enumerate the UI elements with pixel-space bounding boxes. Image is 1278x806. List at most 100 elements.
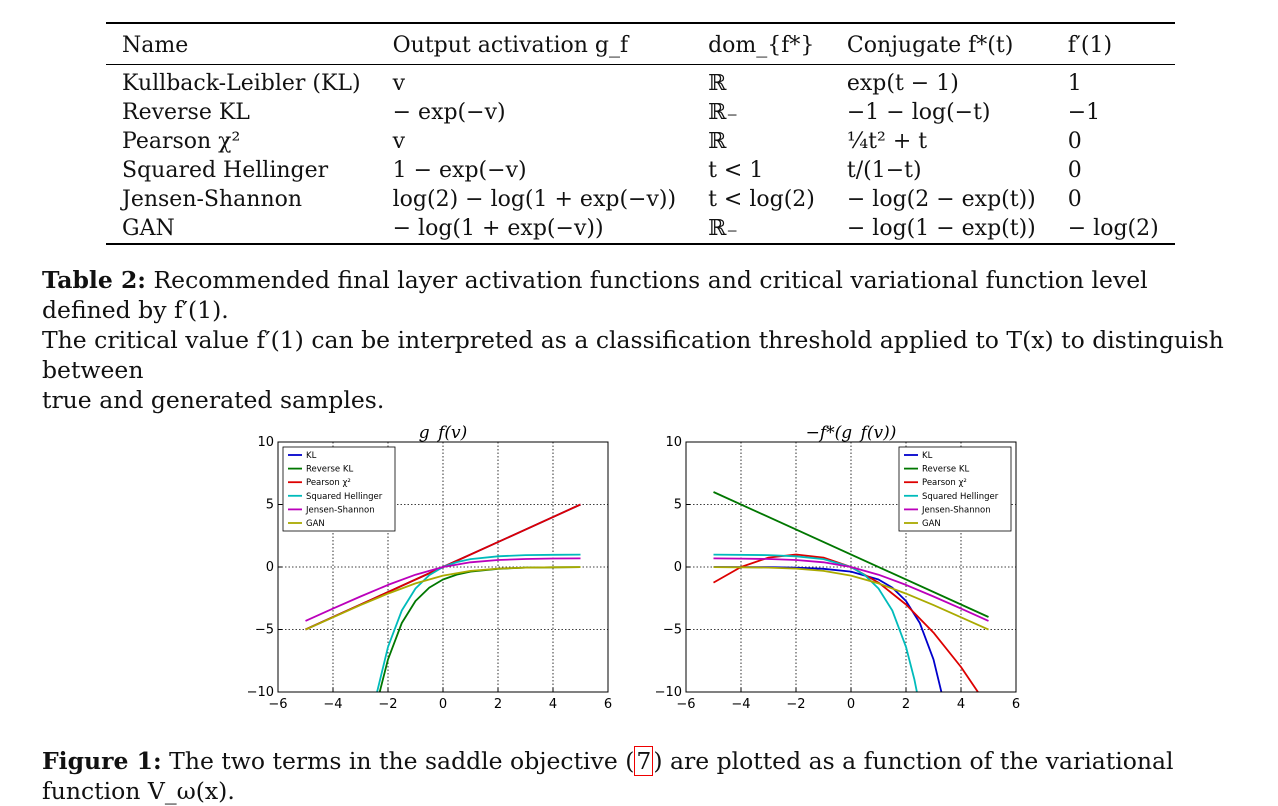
- table-cell: − log(1 + exp(−v)): [376, 214, 693, 245]
- figure-caption-text-before: The two terms in the saddle objective (: [169, 747, 635, 775]
- table-row: Squared Hellinger 1 − exp(−v) t < 1 t/(1…: [106, 156, 1175, 185]
- legend-label: Pearson χ²: [306, 478, 351, 488]
- table-cell: t < 1: [708, 158, 764, 183]
- table-cell: 0: [1067, 129, 1082, 154]
- y-tick-label: 0: [266, 560, 274, 575]
- x-tick-label: 0: [847, 697, 855, 712]
- figure-caption-label: Figure 1:: [42, 747, 162, 775]
- table-cell: 1 − exp(−v): [392, 158, 527, 183]
- table-cell: 0: [1067, 187, 1082, 212]
- table-cell: t/(1−t): [846, 158, 922, 183]
- table-row: GAN − log(1 + exp(−v)) ℝ₋ − log(1 − exp(…: [106, 214, 1175, 245]
- legend-label: GAN: [306, 519, 325, 529]
- series-line-jensen-shannon: [713, 557, 989, 622]
- series-line-kl: [713, 566, 943, 692]
- x-tick-label: −4: [323, 697, 342, 712]
- series-line-squared-hellinger: [713, 553, 918, 692]
- y-tick-label: 5: [266, 498, 274, 513]
- legend-label: GAN: [922, 519, 941, 529]
- table-cell: − exp(−v): [392, 100, 506, 125]
- x-tick-label: −4: [731, 697, 750, 712]
- y-tick-label: 10: [665, 435, 682, 450]
- chart-conjugate: −f*(g_f(v)) −6 −4 −2 0 2 4 6 10 5 0 −5 −10 KL Reverse …: [655, 423, 1021, 712]
- chart-activation: g_f(v) −6 −4 −2 0 2 4 6 10 5 0 −5 −10 KL Reverse KL Pea…: [247, 423, 613, 712]
- table-cell: ℝ: [708, 129, 727, 154]
- y-tick-label: 0: [674, 560, 682, 575]
- x-tick-label: 0: [439, 697, 447, 712]
- figure-caption-text-after: ) are plotted as a function of the varia…: [42, 747, 1174, 805]
- table-cell: ¼t² + t: [846, 129, 928, 154]
- y-tick-label: 5: [674, 498, 682, 513]
- header-name: Name: [106, 22, 377, 65]
- legend: KL Reverse KL Pearson χ² Squared Hellinger J…: [282, 446, 396, 532]
- header-conjugate: Conjugate f*(t): [830, 22, 1052, 65]
- series-line-reverse-kl: [713, 491, 989, 618]
- x-tick-label: 6: [604, 697, 612, 712]
- legend-label: Pearson χ²: [922, 478, 967, 488]
- legend-box: [898, 446, 1012, 532]
- table-cell: exp(t − 1): [846, 71, 959, 96]
- table-cell: Squared Hellinger: [122, 158, 329, 183]
- table-cell: Jensen-Shannon: [122, 187, 303, 212]
- table-caption-line2: The critical value f′(1) can be interpre…: [42, 326, 1224, 384]
- table-cell: 1: [1067, 71, 1082, 96]
- y-tick-label: −5: [255, 623, 274, 638]
- x-tick-label: 2: [902, 697, 910, 712]
- series-line-squared-hellinger: [376, 553, 581, 692]
- table-cell: ℝ₋: [692, 214, 831, 245]
- series-line-gan: [305, 566, 581, 631]
- legend-label: Reverse KL: [306, 465, 353, 475]
- y-tick-label: −10: [247, 685, 274, 700]
- table-cell: t < log(2): [708, 187, 815, 212]
- chart-title: −f*(g_f(v)): [806, 423, 897, 443]
- table-cell: −1: [1067, 100, 1101, 125]
- table-cell: − log(2 − exp(t)): [846, 187, 1036, 212]
- x-tick-label: 2: [494, 697, 502, 712]
- header-domain: dom_{f*}: [692, 22, 831, 65]
- legend: KL Reverse KL Pearson χ² Squared Hellinger J…: [898, 446, 1012, 532]
- table-caption-line1: Recommended final layer activation funct…: [42, 266, 1148, 324]
- legend-label: Reverse KL: [922, 465, 969, 475]
- series-line-gan: [713, 566, 989, 631]
- divergence-table: Name Output activation g_f dom_{f*} Conj…: [106, 22, 1175, 245]
- x-tick-label: −2: [378, 697, 397, 712]
- table-cell: 0: [1067, 158, 1082, 183]
- figure-caption: Figure 1: The two terms in the saddle ob…: [42, 746, 1242, 806]
- legend-box: [282, 446, 396, 532]
- table-row: Pearson χ² v ℝ ¼t² + t 0: [106, 127, 1175, 156]
- table-cell: GAN: [106, 214, 377, 245]
- x-tick-label: 6: [1012, 697, 1020, 712]
- x-tick-label: 4: [549, 697, 557, 712]
- y-tick-label: −10: [655, 685, 682, 700]
- table-cell: Pearson χ²: [122, 129, 241, 154]
- x-tick-label: −6: [268, 697, 287, 712]
- table-header-row: Name Output activation g_f dom_{f*} Conj…: [106, 22, 1175, 65]
- series-line-jensen-shannon: [305, 557, 581, 622]
- table-cell: v: [392, 71, 406, 96]
- table-cell: ℝ: [708, 71, 727, 96]
- chart-title: g_f(v): [419, 423, 468, 443]
- table-cell: ℝ₋: [708, 100, 738, 125]
- y-tick-label: −5: [663, 623, 682, 638]
- table-caption-label: Table 2:: [42, 266, 146, 294]
- legend-label: Squared Hellinger: [306, 492, 383, 502]
- legend-label: Jensen-Shannon: [305, 505, 375, 515]
- x-tick-label: −2: [786, 697, 805, 712]
- plot-frame: [277, 441, 609, 693]
- table-row: Jensen-Shannon log(2) − log(1 + exp(−v))…: [106, 185, 1175, 214]
- table-cell: v: [392, 129, 406, 154]
- table-caption-line3: true and generated samples.: [42, 386, 385, 414]
- table-cell: log(2) − log(1 + exp(−v)): [392, 187, 677, 212]
- header-output-activation: Output activation g_f: [376, 22, 693, 65]
- table-cell: Kullback-Leibler (KL): [122, 71, 361, 96]
- table-cell: Reverse KL: [122, 100, 250, 125]
- table-row: Reverse KL − exp(−v) ℝ₋ −1 − log(−t) −1: [106, 98, 1175, 127]
- legend-label: KL: [922, 451, 933, 461]
- x-tick-label: 4: [957, 697, 965, 712]
- equation-reference-link[interactable]: 7: [634, 746, 654, 776]
- legend-label: KL: [306, 451, 317, 461]
- table-row: Kullback-Leibler (KL) v ℝ exp(t − 1) 1: [106, 65, 1175, 99]
- table-caption: Table 2: Recommended final layer activat…: [42, 265, 1242, 415]
- y-tick-label: 10: [257, 435, 274, 450]
- table-cell: − log(2): [1051, 214, 1175, 245]
